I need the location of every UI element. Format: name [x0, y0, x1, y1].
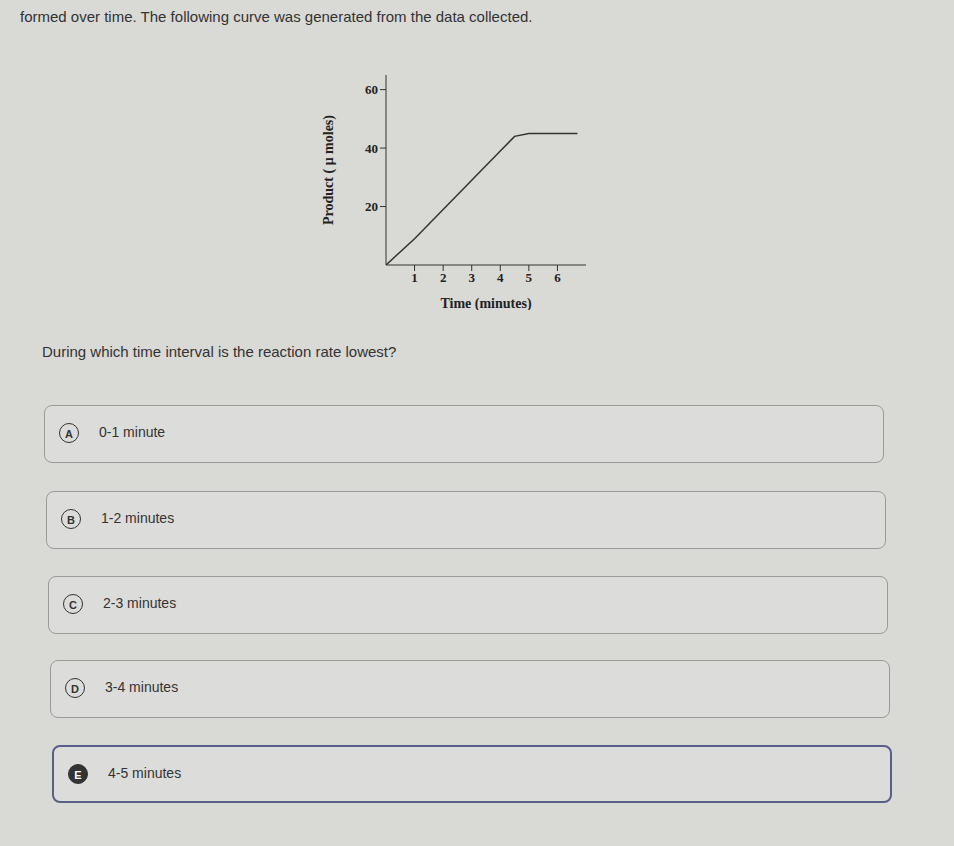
html-text:E: E: [74, 769, 82, 781]
html-text:A: A: [65, 428, 73, 440]
html-text:D: D: [71, 683, 79, 695]
html-text:0-1 minute: 0-1 minute: [99, 424, 166, 440]
svg-text:40: 40: [365, 141, 378, 156]
svg-text:Product ( μ moles): Product ( μ moles): [321, 115, 337, 225]
svg-text:60: 60: [365, 82, 378, 97]
svg-text:6: 6: [554, 270, 561, 285]
html-text:formed over time. The followin: formed over time. The following curve wa…: [20, 8, 533, 25]
svg-text:20: 20: [365, 199, 378, 214]
html-text:During which time interval is: During which time interval is the reacti…: [42, 343, 397, 360]
html-text:3-4 minutes: 3-4 minutes: [105, 679, 179, 695]
svg-text:2: 2: [440, 270, 447, 285]
svg-text:4: 4: [497, 270, 504, 285]
svg-text:Time (minutes): Time (minutes): [440, 296, 531, 310]
svg-text:1: 1: [411, 270, 418, 285]
svg-text:5: 5: [526, 270, 533, 285]
svg-text:3: 3: [468, 270, 475, 285]
html-text:C: C: [69, 599, 77, 611]
html-text:4-5 minutes: 4-5 minutes: [108, 765, 182, 781]
html-text:B: B: [67, 514, 75, 526]
html-text:1-2 minutes: 1-2 minutes: [101, 510, 175, 526]
html-text:2-3 minutes: 2-3 minutes: [103, 595, 177, 611]
